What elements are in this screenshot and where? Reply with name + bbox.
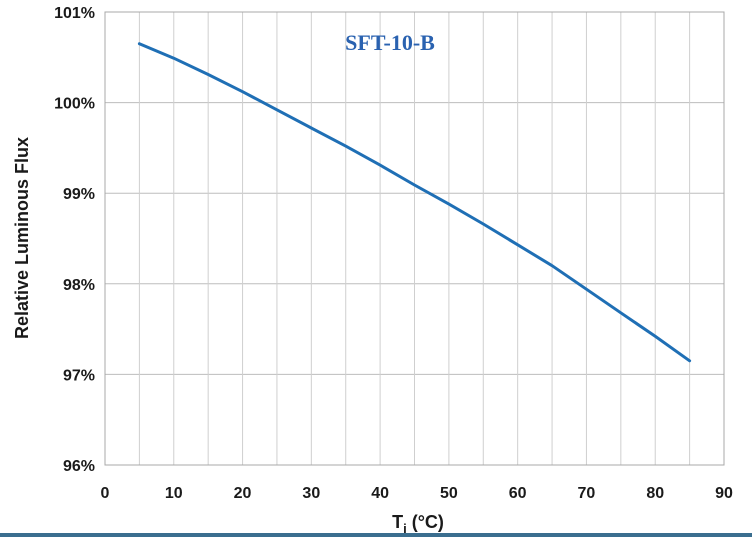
x-axis-label-main: T	[392, 512, 403, 532]
x-tick-label: 60	[509, 485, 527, 502]
series-line	[137, 42, 692, 363]
x-tick-label: 50	[440, 485, 458, 502]
y-axis-label: Relative Luminous Flux	[12, 137, 32, 339]
x-tick-label: 20	[234, 485, 252, 502]
y-tick-label: 101%	[54, 5, 95, 22]
x-tick-label: 80	[646, 485, 664, 502]
chart-title: SFT-10-B	[345, 30, 435, 55]
x-axis-label-sub: j	[402, 521, 407, 536]
x-tick-label: 30	[302, 485, 320, 502]
x-tick-label: 90	[715, 485, 733, 502]
grid	[104, 11, 725, 466]
bottom-border	[0, 533, 752, 537]
series-layer	[137, 42, 692, 363]
y-tick-label: 96%	[63, 458, 95, 475]
x-tick-label: 0	[101, 485, 110, 502]
y-tick-label: 98%	[63, 277, 95, 294]
x-axis-label: Tj (°C)	[392, 512, 444, 536]
x-tick-label: 40	[371, 485, 389, 502]
y-tick-label: 100%	[54, 96, 95, 113]
tick-labels: 96% 97% 98% 99% 100% 101% 0 10 20 30 40 50 60 70 80 90	[54, 5, 733, 502]
y-tick-label: 99%	[63, 186, 95, 203]
plot-frame	[104, 11, 725, 466]
y-tick-label: 97%	[63, 367, 95, 384]
x-axis-label-unit: (°C)	[407, 512, 444, 532]
x-tick-label: 70	[578, 485, 596, 502]
x-tick-label: 10	[165, 485, 183, 502]
